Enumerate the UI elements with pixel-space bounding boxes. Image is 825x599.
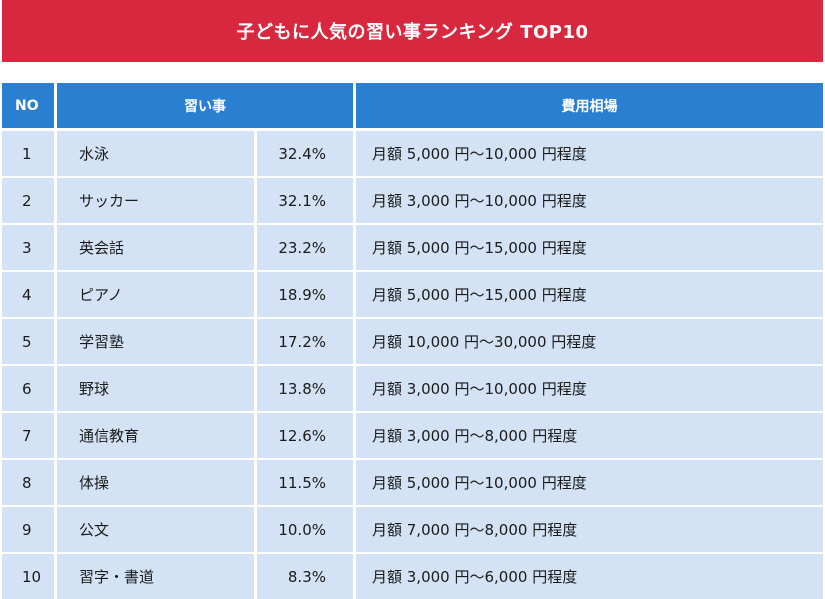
table-row: 2 サッカー 32.1% 月額 3,000 円～10,000 円程度 xyxy=(2,178,823,223)
lesson-percentage: 32.4% xyxy=(257,131,353,176)
lesson-percentage: 8.3% xyxy=(257,554,353,599)
cost-range: 月額 3,000 円～6,000 円程度 xyxy=(356,554,823,599)
cost-range: 月額 5,000 円～15,000 円程度 xyxy=(356,225,823,270)
rank-number: 8 xyxy=(2,460,54,505)
lesson-name: 学習塾 xyxy=(57,319,254,364)
lesson-name: サッカー xyxy=(57,178,254,223)
lesson-percentage: 17.2% xyxy=(257,319,353,364)
lesson-name: 習字・書道 xyxy=(57,554,254,599)
rank-number: 5 xyxy=(2,319,54,364)
table-row: 1 水泳 32.4% 月額 5,000 円～10,000 円程度 xyxy=(2,131,823,176)
table-row: 3 英会話 23.2% 月額 5,000 円～15,000 円程度 xyxy=(2,225,823,270)
table-row: 8 体操 11.5% 月額 5,000 円～10,000 円程度 xyxy=(2,460,823,505)
lesson-percentage: 11.5% xyxy=(257,460,353,505)
page-title: 子どもに人気の習い事ランキング TOP10 xyxy=(2,0,823,62)
cost-range: 月額 3,000 円～10,000 円程度 xyxy=(356,178,823,223)
header-cost: 費用相場 xyxy=(356,83,823,128)
header-lesson: 習い事 xyxy=(57,83,353,128)
rank-number: 10 xyxy=(2,554,54,599)
rank-number: 9 xyxy=(2,507,54,552)
header-no: NO xyxy=(2,83,54,128)
rank-number: 4 xyxy=(2,272,54,317)
lesson-name: 英会話 xyxy=(57,225,254,270)
cost-range: 月額 7,000 円～8,000 円程度 xyxy=(356,507,823,552)
table-row: 9 公文 10.0% 月額 7,000 円～8,000 円程度 xyxy=(2,507,823,552)
rank-number: 3 xyxy=(2,225,54,270)
table-row: 10 習字・書道 8.3% 月額 3,000 円～6,000 円程度 xyxy=(2,554,823,599)
lesson-name: 野球 xyxy=(57,366,254,411)
cost-range: 月額 5,000 円～10,000 円程度 xyxy=(356,460,823,505)
cost-range: 月額 5,000 円～15,000 円程度 xyxy=(356,272,823,317)
lesson-name: 通信教育 xyxy=(57,413,254,458)
lesson-percentage: 13.8% xyxy=(257,366,353,411)
lesson-percentage: 23.2% xyxy=(257,225,353,270)
lesson-name: ピアノ xyxy=(57,272,254,317)
table-row: 4 ピアノ 18.9% 月額 5,000 円～15,000 円程度 xyxy=(2,272,823,317)
table-row: 6 野球 13.8% 月額 3,000 円～10,000 円程度 xyxy=(2,366,823,411)
cost-range: 月額 3,000 円～10,000 円程度 xyxy=(356,366,823,411)
rank-number: 6 xyxy=(2,366,54,411)
lesson-percentage: 10.0% xyxy=(257,507,353,552)
cost-range: 月額 3,000 円～8,000 円程度 xyxy=(356,413,823,458)
lesson-percentage: 18.9% xyxy=(257,272,353,317)
cost-range: 月額 10,000 円～30,000 円程度 xyxy=(356,319,823,364)
lesson-name: 水泳 xyxy=(57,131,254,176)
lesson-name: 公文 xyxy=(57,507,254,552)
lesson-percentage: 32.1% xyxy=(257,178,353,223)
cost-range: 月額 5,000 円～10,000 円程度 xyxy=(356,131,823,176)
lesson-percentage: 12.6% xyxy=(257,413,353,458)
lesson-name: 体操 xyxy=(57,460,254,505)
rank-number: 2 xyxy=(2,178,54,223)
rank-number: 7 xyxy=(2,413,54,458)
table-row: 7 通信教育 12.6% 月額 3,000 円～8,000 円程度 xyxy=(2,413,823,458)
table-header-row: NO 習い事 費用相場 xyxy=(2,83,823,128)
rank-number: 1 xyxy=(2,131,54,176)
table-row: 5 学習塾 17.2% 月額 10,000 円～30,000 円程度 xyxy=(2,319,823,364)
